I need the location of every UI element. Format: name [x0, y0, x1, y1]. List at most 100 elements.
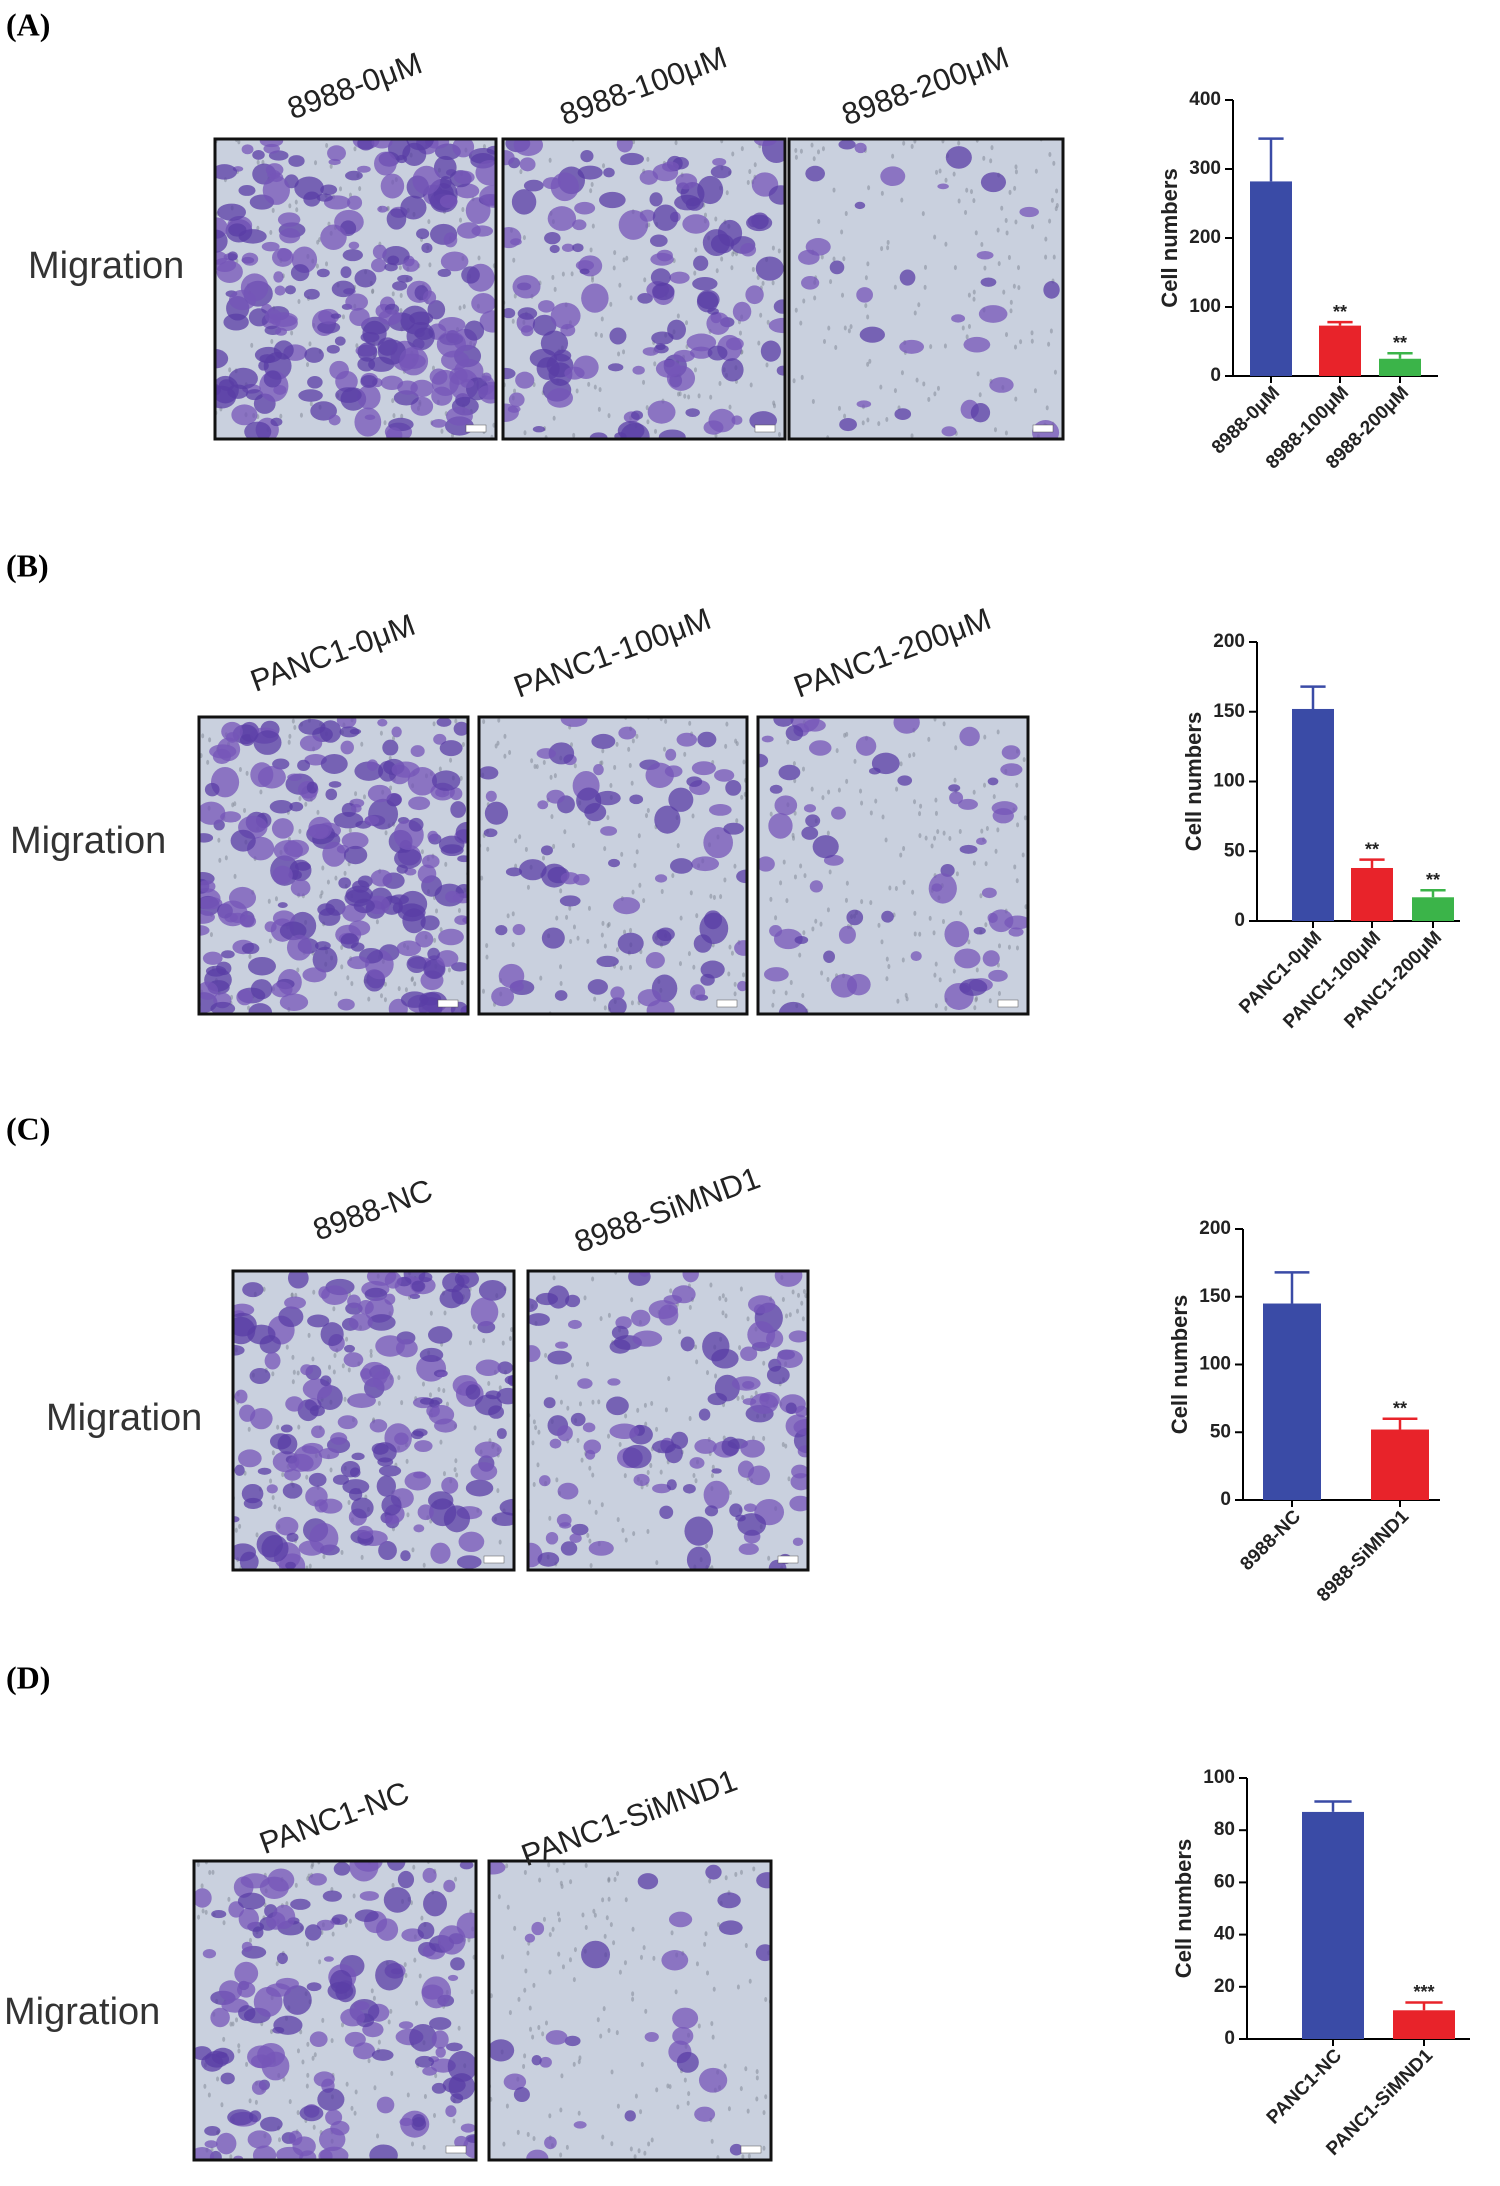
pore	[896, 998, 900, 1004]
pore	[285, 1901, 289, 1907]
cell	[700, 973, 715, 986]
cell	[642, 347, 659, 356]
cell	[698, 2067, 728, 2093]
cell	[241, 942, 260, 955]
bar	[1250, 181, 1292, 376]
cell	[436, 330, 466, 358]
pore	[372, 1995, 376, 2001]
pore	[275, 1961, 279, 1967]
pore	[822, 339, 826, 345]
pore	[985, 826, 989, 832]
cell	[309, 2031, 328, 2047]
cell	[970, 402, 991, 423]
cell	[266, 1484, 278, 1494]
cell	[632, 1330, 663, 1347]
pore	[568, 1957, 572, 1963]
pore	[379, 993, 383, 999]
pore	[352, 1893, 356, 1899]
cell	[431, 770, 461, 791]
pore	[954, 745, 958, 751]
cell	[829, 260, 845, 275]
pore	[801, 993, 805, 999]
y-tick-label: 80	[1214, 1819, 1235, 1840]
cell	[954, 948, 981, 969]
pore	[461, 741, 465, 747]
cell	[980, 172, 1007, 193]
pore	[589, 1563, 593, 1569]
pore	[411, 1547, 415, 1553]
y-tick-label: 0	[1234, 910, 1245, 931]
pore	[501, 1340, 505, 1346]
cell	[632, 365, 645, 375]
error-bar	[1387, 351, 1413, 359]
pore	[630, 1000, 634, 1006]
pore	[942, 721, 946, 727]
pore	[510, 1327, 514, 1333]
cell	[217, 900, 248, 927]
pore	[513, 388, 517, 394]
cell	[386, 208, 407, 230]
pore	[663, 746, 667, 752]
pore	[315, 263, 319, 269]
pore	[901, 957, 905, 963]
pore	[1007, 944, 1011, 950]
pore	[354, 2089, 358, 2095]
cell	[559, 1522, 572, 1529]
pore	[1031, 224, 1035, 230]
cell	[360, 375, 378, 388]
pore	[586, 1361, 590, 1367]
pore	[964, 210, 968, 216]
cell	[794, 935, 809, 945]
cell	[328, 414, 341, 426]
pore	[978, 392, 982, 398]
cell	[703, 827, 734, 859]
cell	[512, 274, 541, 299]
pore	[799, 863, 803, 869]
pore	[457, 908, 461, 914]
cell	[300, 1364, 314, 1376]
pore	[781, 1297, 785, 1303]
pore	[869, 810, 873, 816]
pore	[919, 803, 923, 809]
cell	[776, 365, 785, 376]
pore	[1055, 188, 1059, 194]
pore	[1014, 169, 1018, 175]
cell	[289, 801, 304, 812]
pore	[711, 2034, 715, 2040]
cell	[646, 999, 675, 1014]
pore	[902, 879, 906, 885]
significance: **	[1333, 302, 1347, 322]
pore	[340, 944, 344, 950]
pore	[360, 1554, 364, 1560]
y-tick-label: 100	[1199, 1354, 1231, 1375]
cell	[652, 1483, 672, 1494]
micrograph	[528, 1271, 808, 1570]
cell	[944, 921, 970, 948]
pore	[637, 833, 641, 839]
cell	[376, 2096, 395, 2114]
cell	[461, 266, 480, 284]
cell	[209, 744, 237, 759]
pore	[979, 893, 983, 899]
pore	[975, 967, 979, 973]
cell	[740, 1439, 765, 1458]
cell	[306, 781, 318, 794]
cell	[963, 336, 991, 353]
cell	[356, 1525, 374, 1539]
cell	[788, 1330, 808, 1343]
cell	[230, 829, 256, 852]
pore	[268, 938, 272, 944]
cell	[610, 986, 625, 1000]
cell	[486, 145, 496, 155]
cell	[561, 243, 575, 252]
pore	[629, 927, 633, 933]
pore	[413, 981, 417, 987]
pore	[443, 1310, 447, 1316]
cell	[400, 195, 427, 220]
pore	[618, 282, 622, 288]
pore	[791, 832, 795, 838]
cell	[686, 776, 703, 787]
cell	[830, 973, 858, 998]
cell	[194, 1888, 212, 1908]
pore	[270, 338, 274, 344]
